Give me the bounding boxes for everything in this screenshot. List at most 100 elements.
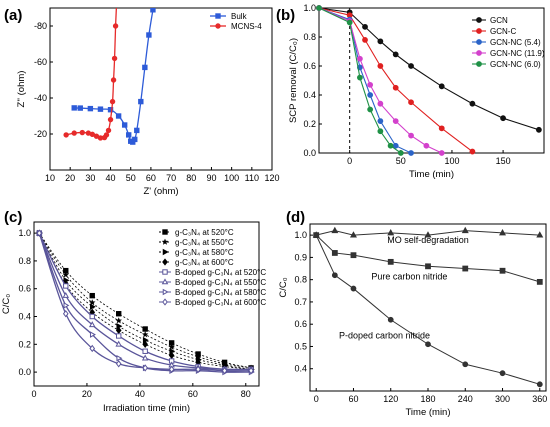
data-point [134,127,140,134]
y-tick-label: 0.2 [18,339,31,349]
data-point [110,77,117,83]
x-tick-label: 40 [106,173,116,183]
data-point [408,132,414,139]
data-point [331,272,338,279]
data-point [168,343,175,350]
data-point [116,333,122,339]
panel-d: 0 60 120 180 240 300 360 0.4 0.5 0.6 0.7 0.8 0.9 1.0 T… [278,209,547,418]
data-point [424,231,432,238]
x-tick-label: 150 [496,156,511,166]
series-annotation: Pure carbon nitride [371,271,447,281]
data-point [387,316,394,323]
data-point [357,74,363,81]
data-point [349,231,357,238]
data-point [377,100,384,107]
data-point [438,125,445,132]
data-point [77,105,83,111]
legend-label: Bulk [231,12,248,21]
plot-frame [309,223,547,392]
legend-label: g-C₃N₄ at 600°C [175,258,234,267]
x-tick-label: 50 [126,173,136,183]
data-point [146,32,152,38]
data-point [63,132,69,138]
y-tick-label: -40 [34,93,47,103]
panel-letter: (d) [286,209,305,226]
panel-letter: (b) [276,7,295,24]
legend-label: GCN-NC (11.9) [490,49,545,58]
data-point [105,127,112,134]
data-point [499,370,506,377]
data-point [111,55,118,62]
data-point [195,365,201,374]
data-point [499,228,507,236]
series-annotation: P-doped carbon nitride [339,330,430,340]
data-point [367,81,374,88]
data-point [500,115,506,122]
x-axis-label: Z' (ohm) [143,186,178,197]
panel-letter: (a) [4,7,22,24]
data-point [535,126,542,133]
data-point [536,278,543,285]
x-tick-label: 60 [348,394,358,404]
x-tick-label: 180 [420,394,435,404]
series-annotation: MO self-degradation [387,235,469,245]
legend-marker [162,288,169,296]
legend-label: B-doped g-C₃N₄ at 550°C [175,278,266,287]
x-tick-label: 30 [85,173,95,183]
legend-marker [476,39,482,45]
x-tick-label: 60 [188,389,198,399]
data-point [392,142,399,149]
legend-label: GCN-NC (6.0) [490,60,541,69]
data-point [62,271,70,278]
data-point [63,283,69,289]
data-point [132,136,138,143]
data-point [350,252,357,259]
data-point [367,106,374,113]
data-point [114,0,118,4]
x-tick-label: 120 [383,394,398,404]
data-point [141,354,149,361]
data-point [377,118,384,124]
data-point [79,129,85,136]
series-line [318,7,473,152]
legend-label: B-doped g-C₃N₄ at 600°C [175,298,266,307]
series-line [38,232,252,370]
legend-marker [476,28,482,34]
data-point [71,105,77,111]
data-point [392,84,399,91]
x-tick-label: 50 [396,156,406,166]
x-tick-label: 40 [135,389,145,399]
data-point [115,340,122,347]
data-point [36,229,43,237]
y-tick-label: -60 [34,57,47,67]
series-line [315,234,540,385]
data-point [536,381,543,388]
data-point [89,303,96,311]
data-point [397,150,404,156]
data-point [499,267,506,274]
data-point [116,354,123,362]
x-tick-label: 20 [65,173,75,183]
data-point [346,19,353,26]
data-point [109,98,116,105]
series-line [318,7,540,131]
legend-marker [476,61,482,67]
data-point [387,142,394,149]
x-tick-label: 20 [82,389,92,399]
x-tick-label: 0 [347,156,352,166]
y-tick-label: 0.4 [303,90,316,100]
data-point [469,148,476,155]
y-tick-label: 0.6 [303,61,316,71]
y-tick-label: 0.6 [18,284,31,294]
legend-label: GCN [490,16,508,25]
plot-frame [318,7,545,154]
data-point [350,285,357,292]
panel-letter: (c) [4,209,22,226]
data-point [142,364,149,372]
x-tick-label: 100 [224,173,239,183]
y-tick-label: -80 [34,21,47,31]
legend-label: g-C₃N₄ at 580°C [175,248,234,257]
legend-marker [215,13,221,19]
legend-label: GCN-C [490,27,516,36]
data-point [438,150,445,156]
